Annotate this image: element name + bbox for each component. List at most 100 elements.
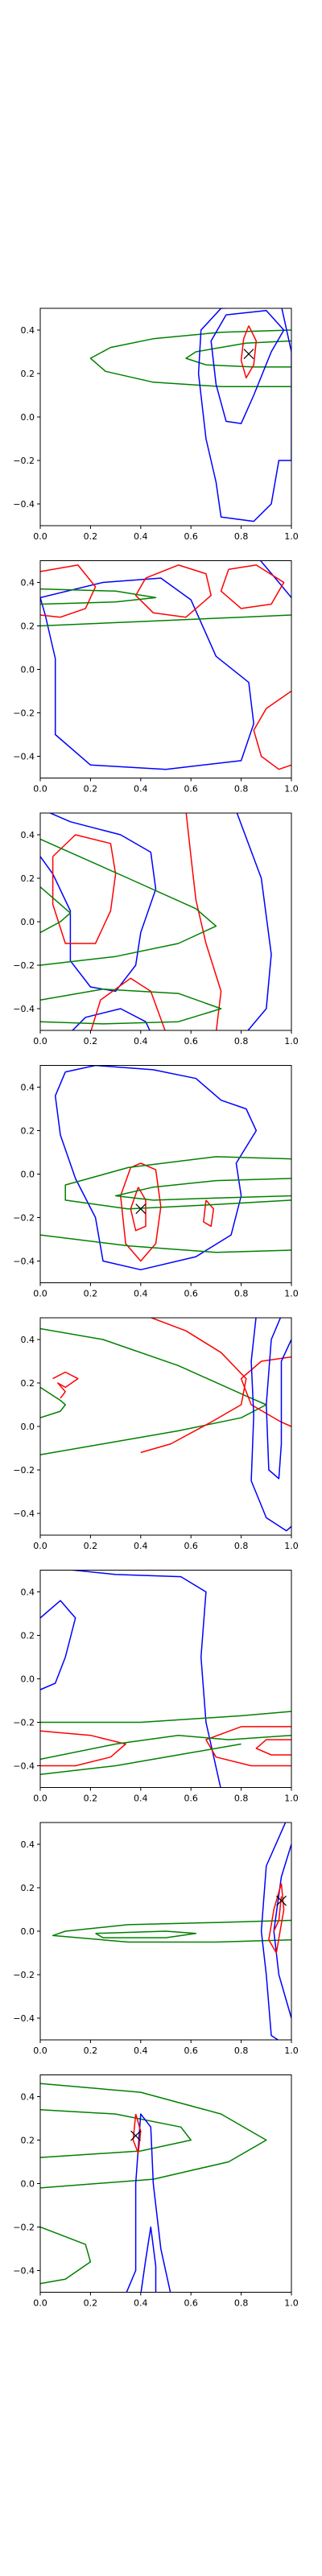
contour-line <box>273 1896 283 1932</box>
x-tick-label: 0.4 <box>134 1036 148 1046</box>
x-tick-label: 0.2 <box>84 1794 98 1804</box>
chart-panel: 0.0 0.2 0.4 0.6 0.8 1.0 0.4 0.2 0.0 −0.2 −0.4 <box>13 812 299 1046</box>
contour-line <box>54 1065 258 1271</box>
y-tick-label: −0.2 <box>13 2223 35 2233</box>
contour-line <box>203 1199 215 1228</box>
y-tick-label: 0.4 <box>21 578 35 588</box>
contour-line <box>40 838 217 966</box>
contour-line <box>40 1711 291 1724</box>
contour-line <box>250 1318 291 1532</box>
y-tick-label: 0.2 <box>21 1378 35 1389</box>
x-tick-label: 0.8 <box>234 1036 249 1046</box>
contour-line <box>40 2108 192 2158</box>
contour-line <box>52 1919 291 1943</box>
plot-frame <box>39 560 292 778</box>
contour-line <box>140 1318 247 1454</box>
contour-line <box>40 1730 126 1767</box>
x-marker <box>276 1895 287 1906</box>
x-tick-label: 1.0 <box>284 1541 299 1551</box>
contour-line <box>40 564 97 618</box>
chart-panel: 0.0 0.2 0.4 0.6 0.8 1.0 0.4 0.2 0.0 −0.2 −0.4 <box>13 1317 299 1551</box>
x-tick-label: 0.0 <box>33 1794 47 1804</box>
x-tick-label: 0.4 <box>134 1289 148 1299</box>
contour-line <box>90 977 166 1030</box>
y-tick-label: 0.0 <box>21 1674 35 1685</box>
contour-line <box>120 1162 162 1262</box>
y-tick-label: −0.2 <box>13 1465 35 1476</box>
x-tick-label: 0.2 <box>84 1289 98 1299</box>
contour-line <box>40 577 254 770</box>
x-tick-label: 0.0 <box>33 1541 47 1551</box>
y-tick-label: 0.0 <box>21 917 35 927</box>
y-tick-label: 0.2 <box>21 2136 35 2146</box>
contour-line <box>40 988 222 1025</box>
x-tick-label: 0.8 <box>234 784 249 795</box>
x-marker <box>243 349 254 360</box>
y-tick-label: −0.4 <box>13 2013 35 2024</box>
y-tick-label: −0.4 <box>13 1004 35 1014</box>
contour-line <box>260 1823 287 2040</box>
contour-line <box>40 1234 291 1253</box>
x-tick-label: 0.8 <box>234 2046 249 2056</box>
y-tick-label: 0.4 <box>21 2092 35 2103</box>
x-tick-label: 0.0 <box>33 1289 47 1299</box>
y-tick-label: 0.4 <box>21 1587 35 1598</box>
x-tick-label: 0.4 <box>134 531 148 542</box>
y-tick-label: −0.2 <box>13 1718 35 1728</box>
chart-panel: 0.0 0.2 0.4 0.6 0.8 1.0 0.4 0.2 0.0 −0.2 −0.4 <box>13 1065 299 1299</box>
x-tick-label: 0.0 <box>33 784 47 795</box>
contour-line <box>255 1739 291 1756</box>
y-tick-label: −0.2 <box>13 1970 35 1980</box>
x-tick-label: 0.2 <box>84 1541 98 1551</box>
y-tick-label: 0.4 <box>21 830 35 840</box>
contour-line <box>240 325 258 379</box>
contour-line <box>268 1883 285 1954</box>
contour-line <box>253 690 291 770</box>
y-tick-label: 0.4 <box>21 1839 35 1850</box>
y-tick-label: 0.0 <box>21 1422 35 1432</box>
contour-line <box>40 1386 66 1418</box>
x-tick-label: 0.6 <box>184 1794 198 1804</box>
contour-line <box>40 886 72 934</box>
contour-line <box>259 560 291 598</box>
plot-frame <box>39 2074 292 2293</box>
x-tick-label: 0.6 <box>184 784 198 795</box>
y-tick-label: −0.2 <box>13 708 35 719</box>
chart-panel: 0.0 0.2 0.4 0.6 0.8 1.0 0.4 0.2 0.0 −0.2 −0.4 <box>13 308 299 542</box>
y-tick-label: −0.2 <box>13 456 35 466</box>
y-tick-label: −0.2 <box>13 960 35 971</box>
x-tick-label: 0.4 <box>134 2046 148 2056</box>
contour-line <box>140 2226 157 2293</box>
contour-line <box>52 1371 79 1399</box>
contour-line <box>40 813 157 993</box>
x-tick-label: 0.4 <box>134 2298 148 2309</box>
contour-line <box>220 564 285 609</box>
x-tick-label: 0.0 <box>33 1036 47 1046</box>
chart-panel: 0.0 0.2 0.4 0.6 0.8 1.0 0.4 0.2 0.0 −0.2 −0.4 <box>13 2074 299 2309</box>
y-tick-label: −0.4 <box>13 499 35 510</box>
x-tick-label: 0.6 <box>184 531 198 542</box>
contour-group <box>40 1065 291 1271</box>
x-tick-label: 0.6 <box>184 1289 198 1299</box>
y-tick-label: −0.4 <box>13 752 35 762</box>
contour-line <box>132 2113 142 2154</box>
y-tick-label: 0.2 <box>21 1631 35 1641</box>
contour-line <box>40 2226 92 2285</box>
x-tick-label: 0.2 <box>84 784 98 795</box>
x-tick-label: 0.4 <box>134 784 148 795</box>
x-marker <box>135 1203 147 1215</box>
x-tick-label: 1.0 <box>284 531 299 542</box>
x-tick-label: 0.8 <box>234 1794 249 1804</box>
chart-panel: 0.0 0.2 0.4 0.6 0.8 1.0 0.4 0.2 0.0 −0.2 −0.4 <box>13 1822 299 2056</box>
contour-line <box>64 1156 291 1210</box>
x-tick-label: 0.6 <box>184 1541 198 1551</box>
x-tick-label: 0.8 <box>234 531 249 542</box>
y-tick-label: 0.0 <box>21 1926 35 1937</box>
contour-line <box>205 1726 291 1767</box>
x-tick-label: 0.6 <box>184 2046 198 2056</box>
contour-line <box>210 309 285 424</box>
y-tick-label: −0.4 <box>13 1509 35 1519</box>
plot-frame <box>39 308 292 526</box>
y-tick-label: 0.0 <box>21 665 35 675</box>
